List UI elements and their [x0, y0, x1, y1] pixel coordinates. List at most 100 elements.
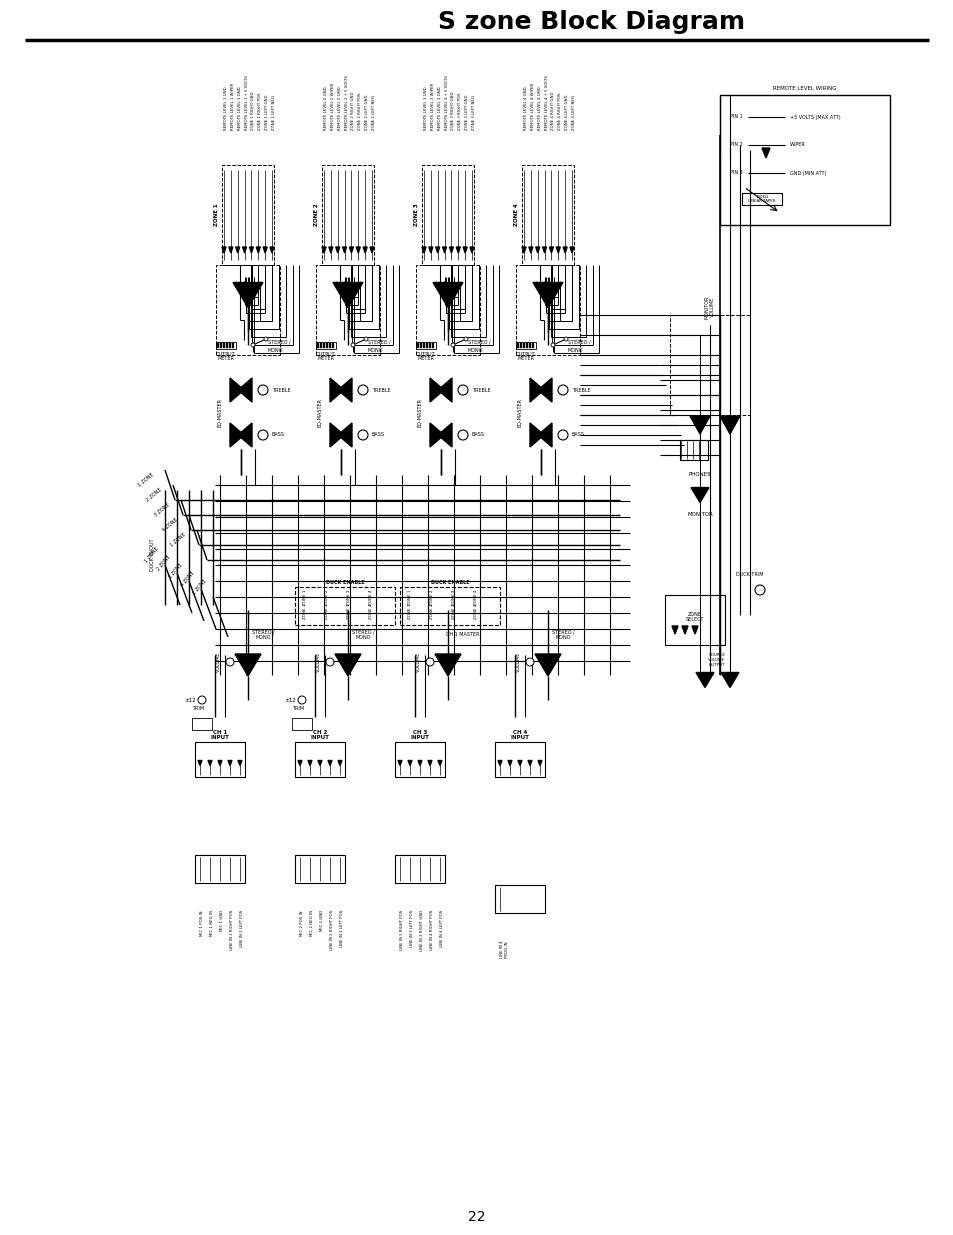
Polygon shape	[242, 247, 246, 253]
Polygon shape	[536, 247, 539, 253]
Bar	[215, 342, 235, 350]
Text: STEREO /: STEREO /	[567, 340, 590, 345]
Text: BASS: BASS	[572, 432, 584, 437]
Text: LINE IN 1 RIGHT POS: LINE IN 1 RIGHT POS	[230, 910, 233, 950]
Bar	[720, 95, 889, 225]
Polygon shape	[569, 247, 574, 253]
Bar	[421, 165, 474, 266]
Bar	[215, 266, 280, 354]
Text: METER: METER	[517, 357, 534, 362]
Polygon shape	[208, 761, 212, 766]
Bar	[519, 343, 521, 348]
Text: ZONE 1 RIGHT GND: ZONE 1 RIGHT GND	[252, 91, 255, 130]
Bar	[399, 587, 499, 625]
Polygon shape	[228, 761, 232, 766]
Text: BASS: BASS	[372, 432, 385, 437]
Text: ZONE 4: ZONE 4	[474, 589, 477, 605]
Bar	[495, 885, 544, 913]
Text: MONITOR: MONITOR	[686, 513, 712, 517]
Polygon shape	[507, 761, 512, 766]
Text: 4 ZONE: 4 ZONE	[161, 517, 179, 532]
Text: MONO: MONO	[567, 347, 583, 352]
Text: REMOTE LEVEL 3 WIPER: REMOTE LEVEL 3 WIPER	[431, 83, 435, 130]
Polygon shape	[329, 247, 333, 253]
Polygon shape	[335, 247, 339, 253]
Polygon shape	[562, 247, 566, 253]
Polygon shape	[417, 761, 421, 766]
Bar	[416, 342, 436, 350]
Text: LINE IN 1 LEFT POS: LINE IN 1 LEFT POS	[240, 910, 244, 947]
Circle shape	[451, 343, 455, 347]
Polygon shape	[530, 424, 543, 447]
Text: BASS: BASS	[472, 432, 484, 437]
Text: DUCK ENABLE: DUCK ENABLE	[430, 579, 469, 584]
Text: S zone Block Diagram: S zone Block Diagram	[437, 10, 744, 35]
Polygon shape	[470, 247, 474, 253]
Text: 1 ZONE: 1 ZONE	[170, 532, 187, 548]
Text: OUTPUT: OUTPUT	[516, 352, 536, 357]
Circle shape	[326, 658, 334, 666]
Bar	[426, 343, 428, 348]
Text: PHONES: PHONES	[688, 473, 711, 478]
Bar	[419, 343, 421, 348]
Polygon shape	[761, 148, 769, 158]
Text: 22: 22	[468, 1210, 485, 1224]
Text: ZONE 4: ZONE 4	[369, 589, 373, 605]
Text: 100KΩ
LINEAR TAPER: 100KΩ LINEAR TAPER	[747, 195, 775, 204]
Bar	[516, 342, 536, 350]
Text: 3 ZONE: 3 ZONE	[153, 503, 171, 517]
Text: OUTPUT: OUTPUT	[216, 352, 235, 357]
Text: 1 ZONE: 1 ZONE	[192, 578, 208, 595]
Text: 3 ZONE: 3 ZONE	[168, 562, 184, 579]
Circle shape	[457, 385, 468, 395]
Circle shape	[297, 697, 306, 704]
Text: ZONE 3 LEFT NEG: ZONE 3 LEFT NEG	[472, 95, 476, 130]
Bar	[292, 718, 312, 730]
Text: ZONE 1: ZONE 1	[303, 589, 307, 605]
Text: REMOTE LEVEL 4 WIPER: REMOTE LEVEL 4 WIPER	[530, 83, 535, 130]
Bar	[232, 343, 233, 348]
Polygon shape	[449, 247, 453, 253]
Text: DUCK ENABLE: DUCK ENABLE	[325, 579, 364, 584]
Polygon shape	[234, 655, 261, 676]
Text: LINE IN 3 RIGHT GND: LINE IN 3 RIGHT GND	[419, 910, 423, 951]
Text: ZONE 2 RIGHT GND: ZONE 2 RIGHT GND	[351, 91, 355, 130]
Text: ZONE 4: ZONE 4	[474, 604, 477, 619]
Text: VOLUME: VOLUME	[416, 652, 420, 672]
Text: PIN 2: PIN 2	[729, 142, 742, 147]
Text: ZONE 2: ZONE 2	[430, 603, 434, 619]
Polygon shape	[222, 247, 226, 253]
Text: MONO: MONO	[368, 347, 383, 352]
Bar	[294, 587, 395, 625]
Text: +5 VOLTS (MAX ATT): +5 VOLTS (MAX ATT)	[789, 115, 840, 120]
Polygon shape	[537, 424, 552, 447]
Polygon shape	[363, 247, 367, 253]
Bar	[315, 342, 335, 350]
Polygon shape	[535, 655, 560, 676]
Text: STEREO /
MONO: STEREO / MONO	[352, 630, 374, 641]
Polygon shape	[456, 247, 459, 253]
Polygon shape	[433, 283, 462, 308]
Text: LINE IN 2 LEFT POS: LINE IN 2 LEFT POS	[339, 910, 344, 947]
Polygon shape	[517, 761, 521, 766]
Text: REMOTE LEVEL 2 + 5 VOLTS: REMOTE LEVEL 2 + 5 VOLTS	[344, 75, 348, 130]
Text: MIC 1 GND: MIC 1 GND	[220, 910, 224, 931]
Circle shape	[351, 343, 355, 347]
Bar	[529, 343, 531, 348]
Circle shape	[457, 430, 468, 440]
Bar	[432, 343, 434, 348]
Circle shape	[357, 430, 368, 440]
Polygon shape	[435, 655, 460, 676]
Text: ZONE 1: ZONE 1	[303, 604, 307, 619]
Text: MONO: MONO	[468, 347, 483, 352]
Circle shape	[463, 337, 468, 341]
Text: TREBLE: TREBLE	[272, 388, 291, 393]
Polygon shape	[330, 424, 344, 447]
Text: STEREO /
MONO: STEREO / MONO	[252, 630, 274, 641]
Text: EQ-MASTER: EQ-MASTER	[317, 398, 322, 427]
Bar	[316, 343, 318, 348]
Text: DUCK TRIM: DUCK TRIM	[736, 573, 763, 578]
Text: TREBLE: TREBLE	[372, 388, 391, 393]
Text: ZONE 3 RIGHT GND: ZONE 3 RIGHT GND	[451, 91, 455, 130]
Text: OUTPUT: OUTPUT	[315, 352, 335, 357]
